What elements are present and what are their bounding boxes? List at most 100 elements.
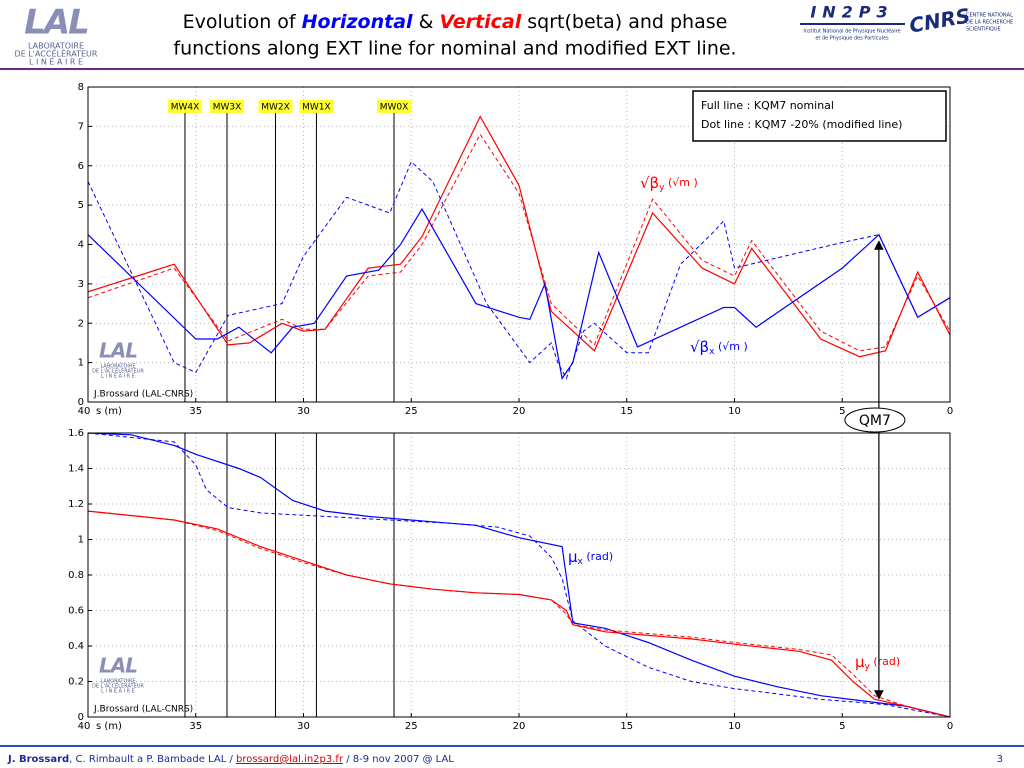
marker-tag — [258, 100, 293, 113]
annotation-symbol: μ — [568, 548, 578, 566]
watermark-line: LABORATOIRE — [101, 679, 136, 685]
annotation-sub: x — [578, 557, 584, 567]
qm7-badge — [844, 407, 906, 433]
y-tick-label: 6 — [78, 161, 84, 172]
axes-frame — [87, 432, 951, 718]
slide-title: functions along EXT line for nominal and… — [173, 38, 736, 60]
marker-label: MW3X — [213, 103, 242, 113]
x-tick-label: 5 — [839, 406, 845, 417]
title-part: sqrt(beta) and phase — [521, 11, 727, 33]
y-tick-label: 4 — [78, 240, 84, 251]
page-number: 3 — [997, 754, 1003, 765]
x-tick-label: 30 — [297, 721, 310, 732]
footer-email[interactable]: brossard@lal.in2p3.fr — [236, 754, 344, 765]
y-tick-label: 0.6 — [68, 606, 84, 617]
x-tick-label: 0 — [947, 406, 953, 417]
annotation-symbol: √β — [690, 338, 709, 356]
annotation: √βx (√m ) — [690, 338, 748, 357]
y-tick-label: 0.4 — [68, 641, 84, 652]
series-line — [87, 115, 951, 358]
x-axis-label: s (m) — [96, 406, 122, 417]
title-part: Horizontal — [302, 11, 413, 33]
title-part: Vertical — [439, 11, 521, 33]
watermark-line: DE L'ACCÉLÉRATEUR — [92, 367, 144, 375]
x-tick-label: 30 — [297, 406, 310, 417]
x-tick-label: 40 — [78, 406, 91, 417]
y-tick-label: 8 — [78, 82, 84, 93]
y-tick-label: 1.2 — [68, 499, 84, 510]
annotation: √βy (√m ) — [640, 174, 698, 193]
y-tick-label: 7 — [78, 121, 84, 132]
marker-label: MW1X — [302, 103, 331, 113]
marker-tag — [299, 100, 334, 113]
x-tick-label: 10 — [728, 721, 741, 732]
partner-logo: IN2P3 Institut National de Physique Nucl… — [800, 3, 905, 42]
marker-tag — [167, 100, 202, 113]
x-tick-label: 35 — [189, 721, 202, 732]
x-tick-label: 15 — [620, 721, 633, 732]
series-line — [87, 207, 951, 380]
y-tick-label: 0.8 — [68, 570, 84, 581]
x-tick-label: 0 — [947, 721, 953, 732]
watermark-line: DE L'ACCÉLÉRATEUR — [92, 682, 144, 690]
y-tick-label: 0 — [78, 397, 84, 408]
partner-line: Institut National de Physique Nucléaire — [803, 28, 900, 35]
x-tick-label: 10 — [728, 406, 741, 417]
y-tick-label: 5 — [78, 200, 84, 211]
watermark-line: LABORATOIRE — [101, 364, 136, 370]
series-line — [87, 432, 951, 718]
y-tick-label: 1.4 — [68, 464, 84, 475]
partner-mark: IN2P3 — [810, 3, 893, 22]
series-line — [87, 133, 951, 352]
series-line — [87, 160, 951, 380]
logo-line: DE L'ACCÉLÉRATEUR — [15, 48, 98, 59]
title-part: Evolution of — [183, 11, 302, 33]
marker-label: MW4X — [171, 103, 200, 113]
annotation-sub: x — [709, 347, 715, 357]
x-tick-label: 25 — [405, 406, 418, 417]
x-tick-label: 15 — [620, 406, 633, 417]
x-tick-label: 25 — [405, 721, 418, 732]
annotation-unit: (rad) — [870, 655, 900, 668]
y-tick-label: 2 — [78, 318, 84, 329]
marker-label: MW0X — [380, 103, 409, 113]
annotation-unit: (rad) — [583, 550, 613, 563]
annotation-symbol: √β — [640, 174, 659, 192]
credit: J.Brossard (LAL-CNRS) — [93, 705, 193, 715]
x-tick-label: 40 — [78, 721, 91, 732]
cnrs-line: DE LA RECHERCHE — [966, 20, 1013, 26]
legend-line: Dot line : KQM7 -20% (modified line) — [701, 118, 902, 131]
annotation-unit: (√m ) — [664, 176, 697, 189]
annotation-unit: (√m ) — [714, 340, 747, 353]
x-tick-label: 20 — [513, 406, 526, 417]
title-part: & — [413, 11, 440, 33]
y-tick-label: 1 — [78, 535, 84, 546]
y-tick-label: 0.2 — [68, 677, 84, 688]
annotation: μx (rad) — [568, 548, 613, 567]
legend-line: Full line : KQM7 nominal — [701, 99, 834, 112]
annotation-symbol: μ — [855, 653, 865, 671]
x-tick-label: 35 — [189, 406, 202, 417]
series-line — [87, 510, 951, 718]
y-tick-label: 3 — [78, 279, 84, 290]
cnrs-line: CENTRE NATIONAL — [966, 13, 1013, 19]
watermark-logo: LAL — [99, 654, 137, 678]
series-line — [87, 432, 951, 718]
footer-coauthors: , C. Rimbault a P. Bambade LAL / — [69, 754, 236, 765]
logo-mark: LAL — [24, 3, 88, 43]
marker-tag — [377, 100, 412, 113]
y-tick-label: 0 — [78, 712, 84, 723]
footer: J. Brossard, C. Rimbault a P. Bambade LA… — [7, 754, 454, 765]
y-tick-label: 1.6 — [68, 428, 84, 439]
credit: J.Brossard (LAL-CNRS) — [93, 390, 193, 400]
watermark-line: L I N É A I R E — [101, 687, 135, 695]
partner-line: et de Physique des Particules — [815, 36, 889, 42]
x-tick-label: 5 — [839, 721, 845, 732]
slide-title: Evolution of Horizontal & Vertical sqrt(… — [183, 11, 728, 33]
annotation-sub: y — [659, 183, 665, 193]
x-tick-label: 20 — [513, 721, 526, 732]
annotation-sub: y — [865, 662, 871, 672]
footer-event: / 8-9 nov 2007 @ LAL — [343, 754, 454, 765]
axes-frame — [87, 86, 951, 403]
